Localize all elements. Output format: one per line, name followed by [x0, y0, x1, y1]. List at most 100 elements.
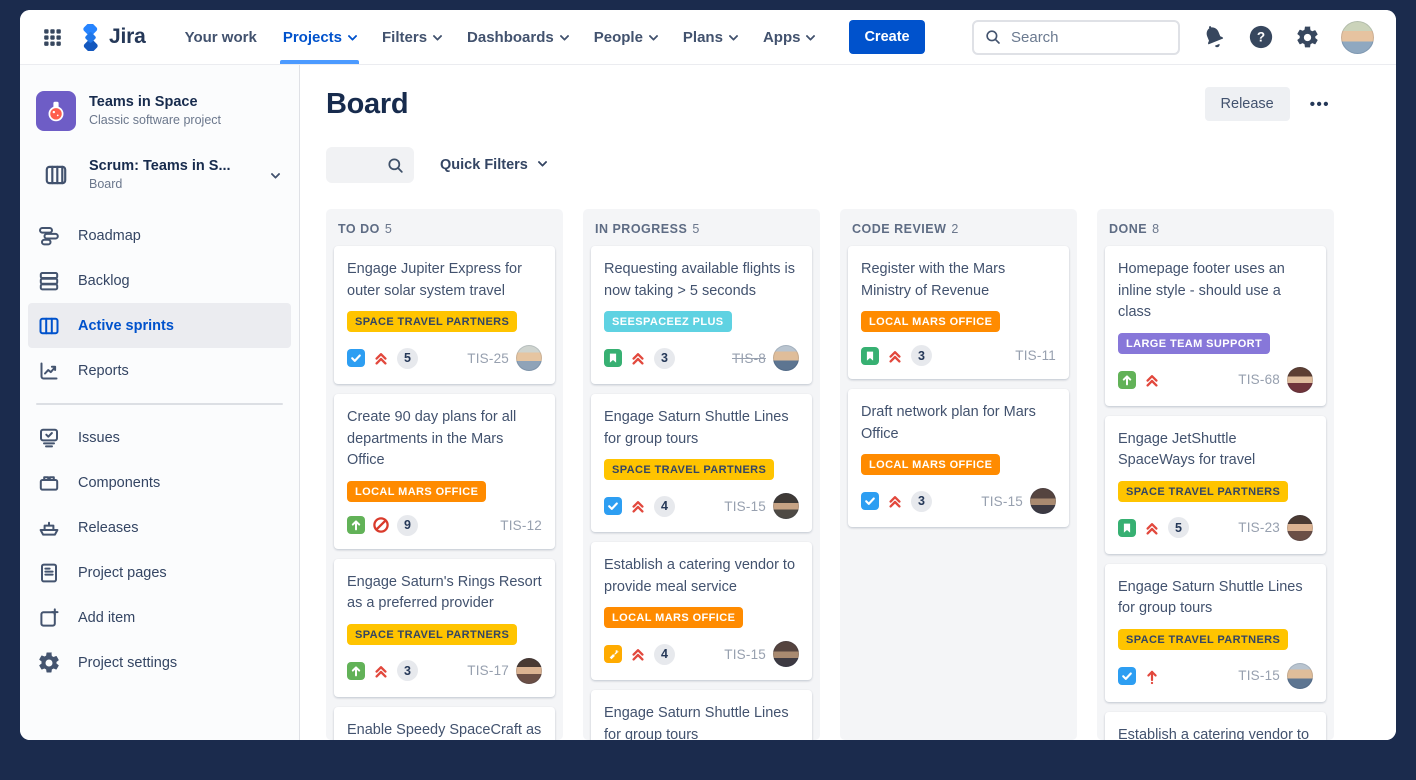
notifications-bell-icon[interactable] [1201, 24, 1227, 50]
column-count: 5 [384, 222, 393, 236]
column-header: IN PROGRESS 5 [583, 209, 820, 241]
settings-icon [36, 651, 62, 675]
nav-item-dashboards[interactable]: Dashboards [454, 10, 581, 64]
issue-key: TIS-17 [467, 663, 509, 678]
chevron-down-icon [270, 168, 281, 179]
global-search-input[interactable] [1009, 27, 1168, 47]
assignee-avatar [773, 641, 799, 667]
sidebar-item-label: Backlog [78, 272, 130, 289]
sidebar-item-add-item[interactable]: Add item [28, 595, 291, 640]
sidebar-item-reports[interactable]: Reports [28, 348, 291, 393]
card-title: Engage Saturn's Rings Resort as a prefer… [347, 573, 542, 612]
issue-card[interactable]: Register with the Mars Ministry of Reven… [848, 246, 1069, 379]
nav-item-label: Apps [762, 28, 801, 46]
sidebar-item-releases[interactable]: Releases [28, 505, 291, 550]
board-switcher[interactable]: Scrum: Teams in S... Board [20, 151, 299, 199]
nav-item-apps[interactable]: Apps [750, 10, 828, 64]
nav-item-filters[interactable]: Filters [369, 10, 454, 64]
settings-gear-icon[interactable] [1295, 25, 1320, 50]
card-title: Establish a catering vendor to provide m… [604, 557, 796, 595]
card-title: Register with the Mars Ministry of Reven… [861, 261, 1006, 299]
project-name: Teams in Space [89, 94, 198, 110]
sidebar-item-project-settings[interactable]: Project settings [28, 640, 291, 685]
issue-type-task-icon [604, 497, 622, 515]
estimate-badge: 5 [397, 347, 418, 369]
issue-card[interactable]: Engage Saturn Shuttle Lines for group to… [591, 394, 812, 532]
issue-type-improvement-icon [1118, 370, 1136, 389]
card-label: SPACE TRAVEL PARTNERS [347, 311, 518, 332]
board-search-input[interactable] [335, 156, 386, 174]
issue-card[interactable]: Engage JetShuttle SpaceWays for travel SP… [1105, 415, 1326, 554]
issue-type-story-icon [861, 346, 879, 365]
assignee-avatar [1287, 514, 1313, 541]
quick-filters-button[interactable]: Quick Filters [440, 157, 548, 173]
card-footer: 4 TIS-15 [604, 641, 799, 667]
nav-item-projects[interactable]: Projects [270, 10, 369, 64]
estimate-badge: 3 [654, 347, 675, 369]
board-column-code-review: CODE REVIEW 2 Register with the Mars Minis… [840, 209, 1077, 740]
release-button[interactable]: Release [1204, 87, 1290, 121]
issue-card[interactable]: Establish a catering vendor to provide m… [1105, 711, 1326, 740]
nav-item-plans[interactable]: Plans [670, 10, 750, 64]
issue-type-improvement-icon [347, 516, 365, 534]
issue-card[interactable]: Engage Saturn's Rings Resort as a prefer… [334, 558, 555, 697]
quick-filters-label: Quick Filters [440, 157, 528, 173]
issue-key: TIS-15 [724, 646, 766, 662]
card-title: Engage Saturn Shuttle Lines for group to… [1118, 578, 1303, 617]
issue-key: TIS-11 [1015, 348, 1056, 363]
issue-card[interactable]: Engage Jupiter Express for outer solar s… [334, 246, 555, 384]
card-label: LOCAL MARS OFFICE [347, 480, 487, 502]
user-avatar[interactable] [1341, 20, 1374, 54]
estimate-badge: 3 [911, 490, 932, 512]
issue-card[interactable]: Engage Saturn Shuttle Lines for group to… [591, 690, 812, 740]
nav-item-label: People [593, 28, 643, 46]
priority-highest-icon [886, 492, 904, 510]
nav-item-people[interactable]: People [581, 10, 670, 64]
priority-highest-icon [372, 662, 390, 680]
issue-type-improvement-icon [347, 661, 365, 680]
issue-card[interactable]: Establish a catering vendor to provide m… [591, 542, 812, 680]
nav-right-cluster: ? [972, 19, 1374, 55]
jira-logo[interactable]: Jira [77, 23, 146, 51]
issue-card[interactable]: Create 90 day plans for all departments … [334, 394, 555, 549]
filter-row: Quick Filters [326, 147, 1334, 183]
issue-type-task-icon [1118, 666, 1136, 685]
board-name: Scrum: Teams in S... [89, 158, 231, 174]
issue-card[interactable]: Enable Speedy SpaceCraft as the preferre… [334, 706, 555, 740]
card-footer: 9 TIS-12 [347, 514, 542, 536]
sidebar-item-active-sprints[interactable]: Active sprints [28, 303, 291, 348]
card-meta: TIS-15 [724, 641, 799, 667]
card-title: Engage Saturn Shuttle Lines for group to… [604, 705, 789, 740]
sidebar-item-label: Components [78, 474, 161, 491]
board-search[interactable] [326, 147, 414, 183]
chevron-down-icon [559, 30, 570, 41]
sidebar-item-components[interactable]: Components [28, 460, 291, 505]
create-button[interactable]: Create [849, 20, 925, 54]
reports-icon [36, 359, 62, 383]
board-header: Board Release ••• [326, 87, 1334, 121]
issue-card[interactable]: Draft network plan for Mars Office LOCAL … [848, 389, 1069, 527]
priority-critical-icon [1143, 667, 1161, 685]
sidebar-item-project-pages[interactable]: Project pages [28, 550, 291, 595]
sidebar-item-roadmap[interactable]: Roadmap [28, 213, 291, 258]
assignee-avatar [1287, 662, 1313, 689]
chevron-down-icon [728, 30, 739, 41]
nav-item-your-work[interactable]: Your work [172, 10, 270, 64]
more-options-button[interactable]: ••• [1306, 90, 1334, 119]
issue-card[interactable]: Homepage footer uses an inline style - s… [1105, 246, 1326, 406]
project-header[interactable]: Teams in Space Classic software project [20, 85, 299, 137]
top-navigation: Jira Your work Projects Filters Dashboards P… [20, 10, 1396, 65]
sidebar-item-issues[interactable]: Issues [28, 415, 291, 460]
priority-highest-icon [372, 349, 390, 367]
help-icon[interactable]: ? [1248, 24, 1274, 50]
issue-card[interactable]: Engage Saturn Shuttle Lines for group to… [1105, 563, 1326, 702]
components-icon [36, 471, 62, 495]
page-title: Board [326, 87, 409, 120]
issue-card[interactable]: Requesting available flights is now taki… [591, 246, 812, 384]
issue-type-task-icon [861, 492, 879, 510]
issue-type-subtask-icon [604, 645, 622, 663]
card-meta: TIS-23 [1238, 514, 1313, 541]
app-switcher-grid-icon[interactable] [42, 27, 63, 48]
global-search[interactable] [972, 19, 1180, 55]
sidebar-item-backlog[interactable]: Backlog [28, 258, 291, 303]
